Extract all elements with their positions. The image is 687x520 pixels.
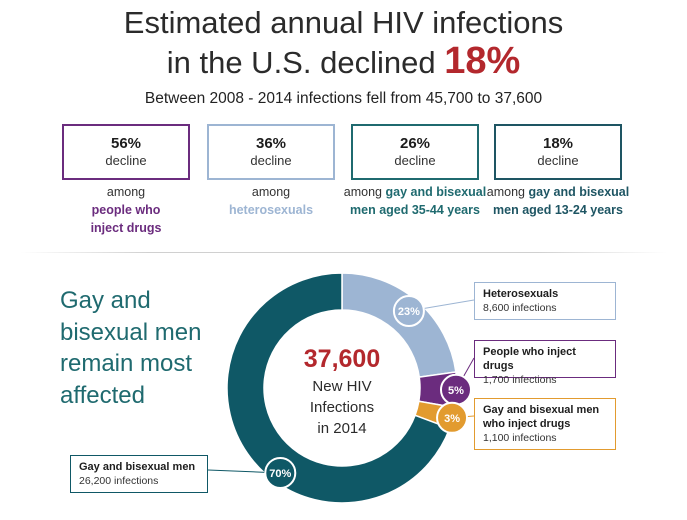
center-label-line2: Infections [309,399,375,416]
percent-badge-heterosexuals [392,295,425,328]
page-title-line1: Estimated annual HIV infections [123,5,564,40]
center-label-line3: in 2014 [317,420,367,437]
donut-slice-msm [226,272,451,504]
stat-caption-plain: among [486,185,525,199]
stat-percent: 36% [255,135,287,152]
title-prefix: in the U.S. declined [166,45,436,80]
stat-label: decline [105,153,147,168]
callout-heterosexuals: Heterosexuals 8,600 infections [474,282,616,320]
percent-badge-msm-pwid [436,401,469,434]
callout-msm: Gay and bisexual men 26,200 infections [70,455,208,493]
center-total: 37,600 [303,345,381,373]
section-heading: Gay and bisexual men remain most affecte… [60,287,202,409]
stat-caption-pwid: among people who inject drugs [51,183,201,237]
stat-percent: 26% [399,135,431,152]
stat-box-heterosexuals: 36% decline [207,124,335,180]
page-title-line2: in the U.S. declined 18% [0,42,687,82]
stat-caption-plain: among [343,185,382,199]
stat-caption-group: people who inject drugs [90,203,162,235]
stat-label: decline [250,153,292,168]
stat-percent: 56% [110,135,142,152]
callout-name: People who inject drugs [483,346,576,372]
callout-msm-pwid: Gay and bisexual men who inject drugs 1,… [474,398,616,450]
percent-label-msm: 70% [269,468,291,480]
stat-caption-group: gay and bisexual men aged 13-24 years [493,185,630,217]
title-decline-percent: 18% [444,40,521,82]
stat-caption-msm-13-24: among gay and bisexual men aged 13-24 ye… [483,183,633,219]
callout-name: Gay and bisexual men who inject drugs [483,404,600,430]
percent-label-msm-pwid: 3% [444,413,460,425]
callout-count: 1,700 infections [483,374,557,386]
callout-pwid: People who inject drugs 1,700 infections [474,340,616,386]
stat-box-msm-13-24: 18% decline [494,124,622,180]
callout-count: 1,100 infections [483,432,557,444]
percent-label-heterosexuals: 23% [398,306,420,318]
stat-label: decline [394,153,436,168]
section-divider [20,252,667,253]
callout-count: 26,200 infections [79,475,159,487]
stat-box-msm-35-44: 26% decline [351,124,479,180]
callout-count: 8,600 infections [483,302,557,314]
percent-badge-msm [264,456,297,489]
stat-caption-group: heterosexuals [228,203,314,217]
stat-percent: 18% [542,135,574,152]
stat-caption-plain: among [106,185,146,199]
page-subtitle: Between 2008 - 2014 infections fell from… [144,90,543,107]
callout-name: Heterosexuals [483,288,559,300]
stat-caption-msm-35-44: among gay and bisexual men aged 35-44 ye… [340,183,490,219]
stat-label: decline [537,153,579,168]
stat-caption-heterosexuals: among heterosexuals [196,183,346,219]
stat-caption-plain: among [251,185,291,199]
percent-label-pwid: 5% [448,385,464,397]
stat-caption-group: gay and bisexual men aged 35-44 years [350,185,487,217]
stat-box-pwid: 56% decline [62,124,190,180]
center-label-line1: New HIV [312,378,372,395]
callout-name: Gay and bisexual men [79,461,196,473]
